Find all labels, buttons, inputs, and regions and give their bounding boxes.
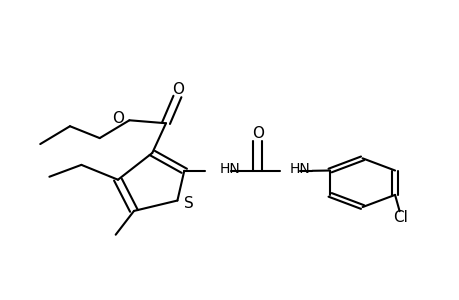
Text: Cl: Cl	[392, 210, 407, 225]
Text: HN: HN	[219, 162, 240, 176]
Text: HN: HN	[289, 162, 309, 176]
Text: O: O	[252, 126, 264, 141]
Text: O: O	[112, 111, 123, 126]
Text: O: O	[172, 82, 184, 97]
Text: S: S	[184, 196, 193, 211]
